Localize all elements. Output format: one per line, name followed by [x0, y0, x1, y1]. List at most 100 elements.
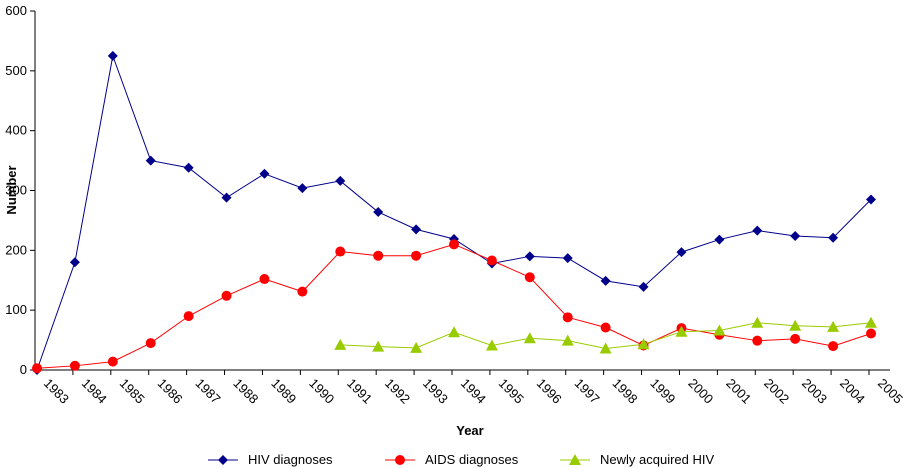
data-point [373, 250, 384, 261]
series-line [36, 53, 872, 371]
data-point [411, 224, 422, 235]
data-point [69, 360, 80, 371]
y-tick-label: 300 [5, 183, 27, 198]
data-point [259, 274, 270, 285]
x-tick-label: 1990 [306, 376, 337, 407]
x-tick-label: 1987 [193, 376, 224, 407]
legend-label: HIV diagnoses [248, 452, 333, 467]
data-point [107, 356, 118, 367]
x-tick-label: 1999 [647, 376, 678, 407]
data-point [524, 251, 535, 262]
data-point [32, 363, 42, 374]
data-point [221, 290, 232, 301]
x-tick-label: 2001 [723, 376, 754, 407]
y-tick-label: 400 [5, 123, 27, 138]
legend-swatch-marker [218, 455, 228, 465]
data-point [183, 311, 194, 322]
data-point [335, 175, 346, 186]
data-point [562, 312, 573, 323]
data-point [297, 183, 308, 194]
data-point [145, 338, 156, 349]
data-point [221, 192, 232, 203]
data-point [410, 341, 423, 353]
series-group [32, 50, 877, 375]
data-point [107, 50, 118, 61]
series-2 [32, 239, 876, 374]
x-tick-label: 1984 [79, 376, 110, 407]
x-tick-label: 1997 [572, 376, 603, 407]
x-tick-label: 2000 [685, 376, 716, 407]
y-ticks: 0 100 200 300 400 500 600 [5, 3, 35, 377]
data-point [334, 338, 347, 350]
y-tick-label: 0 [20, 362, 27, 377]
data-point [449, 239, 459, 250]
x-tick-label: 2005 [875, 376, 906, 407]
x-tick-label: 1995 [496, 376, 527, 407]
data-point [335, 246, 346, 257]
data-point [561, 334, 574, 346]
data-point [789, 319, 802, 331]
x-tick-label: 1996 [534, 376, 565, 407]
legend-swatch-marker [569, 454, 581, 465]
data-point [600, 275, 611, 286]
data-point [713, 324, 726, 336]
data-point [751, 316, 764, 328]
y-axis-title: Number [4, 165, 19, 214]
x-tick-label: 2002 [761, 376, 792, 407]
data-point [145, 155, 156, 166]
data-point [752, 335, 763, 346]
legend-label: Newly acquired HIV [600, 452, 714, 467]
data-point [259, 168, 270, 179]
x-tick-label: 1989 [268, 376, 299, 407]
x-tick-label: 1983 [41, 376, 72, 407]
legend-item: HIV diagnoses [208, 452, 333, 467]
y-tick-label: 600 [5, 3, 27, 18]
x-tick-label: 1986 [155, 376, 186, 407]
data-point [372, 340, 385, 352]
data-point [486, 255, 497, 266]
data-point [297, 286, 308, 297]
data-point [675, 325, 688, 337]
data-point [69, 257, 80, 268]
x-ticks: 1983 1984 1985 1986 1987 1988 1989 1990 1991 1992… [41, 370, 906, 407]
y-tick-label: 200 [5, 242, 27, 257]
data-point [562, 253, 573, 264]
data-point [637, 338, 650, 350]
data-point [714, 234, 725, 245]
data-point [676, 247, 687, 258]
data-point [485, 339, 498, 351]
data-point [827, 320, 840, 332]
data-point [828, 341, 839, 352]
data-point [865, 316, 877, 328]
data-point [183, 162, 194, 173]
data-point [523, 332, 536, 344]
x-axis-title: Year [456, 423, 483, 438]
series-line [36, 243, 872, 369]
plot-area: 0 100 200 300 400 500 600 1983 1984 1985 1986 1987… [5, 3, 906, 407]
y-tick-label: 100 [5, 302, 27, 317]
x-tick-label: 1993 [420, 376, 451, 407]
data-point [790, 333, 801, 344]
x-tick-label: 2004 [837, 376, 868, 407]
x-tick-label: 1985 [117, 376, 148, 407]
data-point [752, 225, 763, 236]
x-tick-label: 1988 [230, 376, 261, 407]
x-tick-label: 1992 [382, 376, 413, 407]
data-point [599, 342, 612, 354]
y-tick-label: 500 [5, 63, 27, 78]
data-point [866, 328, 876, 339]
data-point [373, 207, 384, 218]
data-point [638, 281, 649, 292]
data-point [790, 230, 801, 241]
legend: HIV diagnoses AIDS diagnoses Newly acquire… [208, 452, 714, 467]
legend-item: Newly acquired HIV [560, 452, 714, 467]
data-point [411, 250, 422, 261]
series-1 [32, 50, 876, 375]
data-point [866, 194, 876, 205]
data-point [448, 326, 460, 338]
data-point [600, 322, 611, 333]
series-3 [334, 316, 877, 354]
data-point [828, 232, 839, 243]
legend-item: AIDS diagnoses [385, 452, 519, 467]
